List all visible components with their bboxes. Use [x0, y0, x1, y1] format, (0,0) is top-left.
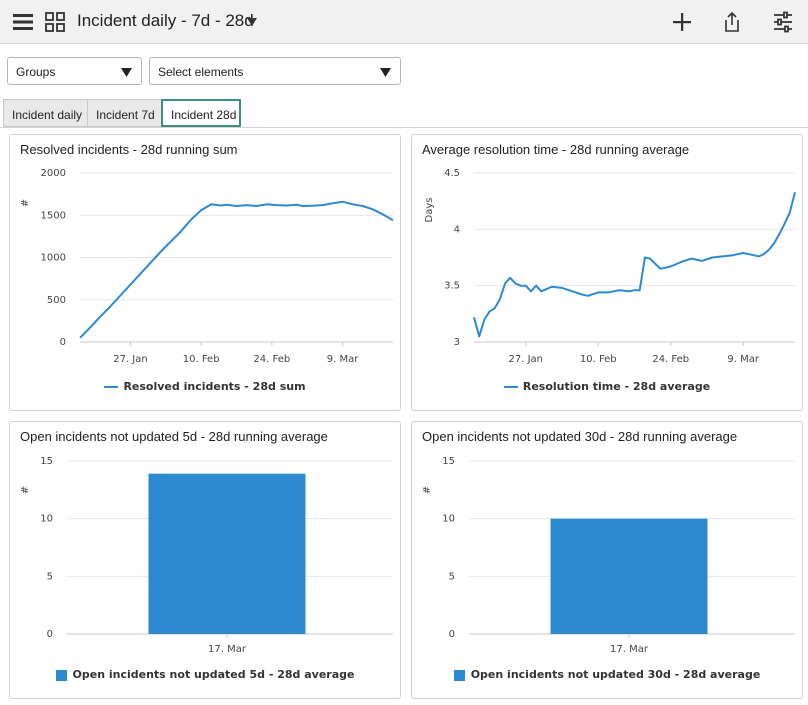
chart-legend[interactable]: Open incidents not updated 30d - 28d ave… — [412, 668, 802, 681]
tab-incident-7d[interactable]: Incident 7d — [87, 99, 162, 127]
add-icon[interactable] — [670, 10, 694, 34]
x-tick-label: 9. Mar — [727, 354, 759, 365]
y-tick-label: 0 — [60, 337, 66, 348]
y-tick-label: 4 — [454, 224, 460, 235]
settings-sliders-icon[interactable] — [771, 10, 795, 34]
title-dropdown-icon[interactable] — [245, 15, 259, 29]
legend-label: Resolved incidents - 28d sum — [123, 380, 306, 393]
y-tick-label: 4.5 — [444, 168, 460, 179]
series-line — [79, 200, 394, 339]
panel-title: Average resolution time - 28d running av… — [422, 142, 690, 157]
y-tick-label: 3.5 — [444, 281, 460, 292]
legend-label: Open incidents not updated 5d - 28d aver… — [72, 668, 355, 681]
elements-select[interactable]: Select elements — [149, 57, 401, 85]
y-tick-label: 10 — [442, 514, 455, 525]
menu-icon[interactable] — [11, 10, 35, 34]
legend-line-swatch — [503, 386, 518, 388]
elements-select-label: Select elements — [158, 65, 244, 79]
y-tick-label: 0 — [449, 629, 455, 640]
y-axis-label: # — [20, 199, 31, 207]
legend-box-swatch — [453, 669, 465, 681]
x-tick-label: 17. Mar — [610, 644, 649, 655]
x-tick-label: 17. Mar — [208, 644, 247, 655]
y-axis-label: # — [422, 486, 433, 494]
panel-title: Resolved incidents - 28d running sum — [20, 142, 238, 157]
open-not-updated-30d-panel: Open incidents not updated 30d - 28d run… — [411, 421, 803, 699]
tab-incident-28d[interactable]: Incident 28d — [161, 99, 241, 127]
y-tick-label: 15 — [40, 456, 53, 467]
open-not-updated-5d-panel: Open incidents not updated 5d - 28d runn… — [9, 421, 401, 699]
x-tick-label: 10. Feb — [183, 354, 220, 365]
y-tick-label: 5 — [47, 571, 53, 582]
open-not-updated-5d-chart: 15 10 5 0 #17. Mar — [20, 456, 393, 655]
chart-legend[interactable]: Resolution time - 28d average — [412, 380, 802, 393]
y-tick-label: 10 — [40, 514, 53, 525]
x-tick-label: 27. Jan — [509, 354, 544, 365]
legend-line-swatch — [104, 386, 119, 388]
grid-icon[interactable] — [43, 10, 67, 34]
open-not-updated-30d-chart: 15 10 5 0 #17. Mar — [422, 456, 795, 655]
series-line — [473, 191, 796, 338]
y-tick-label: 3 — [454, 337, 460, 348]
y-tick-label: 1500 — [41, 210, 66, 221]
legend-box-swatch — [55, 669, 67, 681]
x-tick-label: 10. Feb — [580, 354, 617, 365]
y-axis-label: # — [20, 486, 31, 494]
resolution-time-chart: 4.5 4 3.5 3 Days 27. Jan 10. Feb 24. Feb 9. Mar — [424, 168, 796, 365]
resolved-incidents-panel: Resolved incidents - 28d running sum 200… — [9, 134, 401, 411]
panel-title: Open incidents not updated 30d - 28d run… — [422, 429, 738, 444]
y-tick-label: 5 — [449, 571, 455, 582]
resolution-time-panel: Average resolution time - 28d running av… — [411, 134, 803, 411]
panel-title: Open incidents not updated 5d - 28d runn… — [20, 429, 328, 444]
legend-label: Resolution time - 28d average — [522, 380, 711, 393]
legend-label: Open incidents not updated 30d - 28d ave… — [470, 668, 761, 681]
dashboard-title: Incident daily - 7d - 28d — [77, 11, 254, 30]
top-bar: Incident daily - 7d - 28d — [0, 0, 808, 44]
x-tick-label: 27. Jan — [113, 354, 148, 365]
y-tick-label: 2000 — [41, 168, 66, 179]
x-tick-label: 24. Feb — [253, 354, 290, 365]
tab-incident-daily[interactable]: Incident daily — [3, 99, 88, 127]
y-tick-label: 1000 — [41, 253, 66, 264]
chevron-down-icon — [121, 68, 132, 77]
x-tick-label: 24. Feb — [652, 354, 689, 365]
chevron-down-icon — [380, 68, 391, 77]
bar — [148, 473, 306, 634]
y-tick-label: 15 — [442, 456, 455, 467]
chart-legend[interactable]: Open incidents not updated 5d - 28d aver… — [10, 668, 400, 681]
share-icon[interactable] — [720, 10, 744, 34]
groups-select-label: Groups — [16, 65, 56, 79]
resolved-incidents-chart: 2000 1500 1000 500 0 #27. Jan 10. Feb 24. Feb 9.… — [20, 168, 394, 365]
y-axis-label: Days — [424, 198, 435, 223]
chart-legend[interactable]: Resolved incidents - 28d sum — [10, 380, 400, 393]
y-tick-label: 500 — [47, 295, 66, 306]
x-tick-label: 9. Mar — [327, 354, 359, 365]
y-tick-label: 0 — [47, 629, 53, 640]
groups-select[interactable]: Groups — [7, 57, 142, 85]
bar — [550, 518, 708, 634]
tabs-divider — [0, 127, 808, 128]
